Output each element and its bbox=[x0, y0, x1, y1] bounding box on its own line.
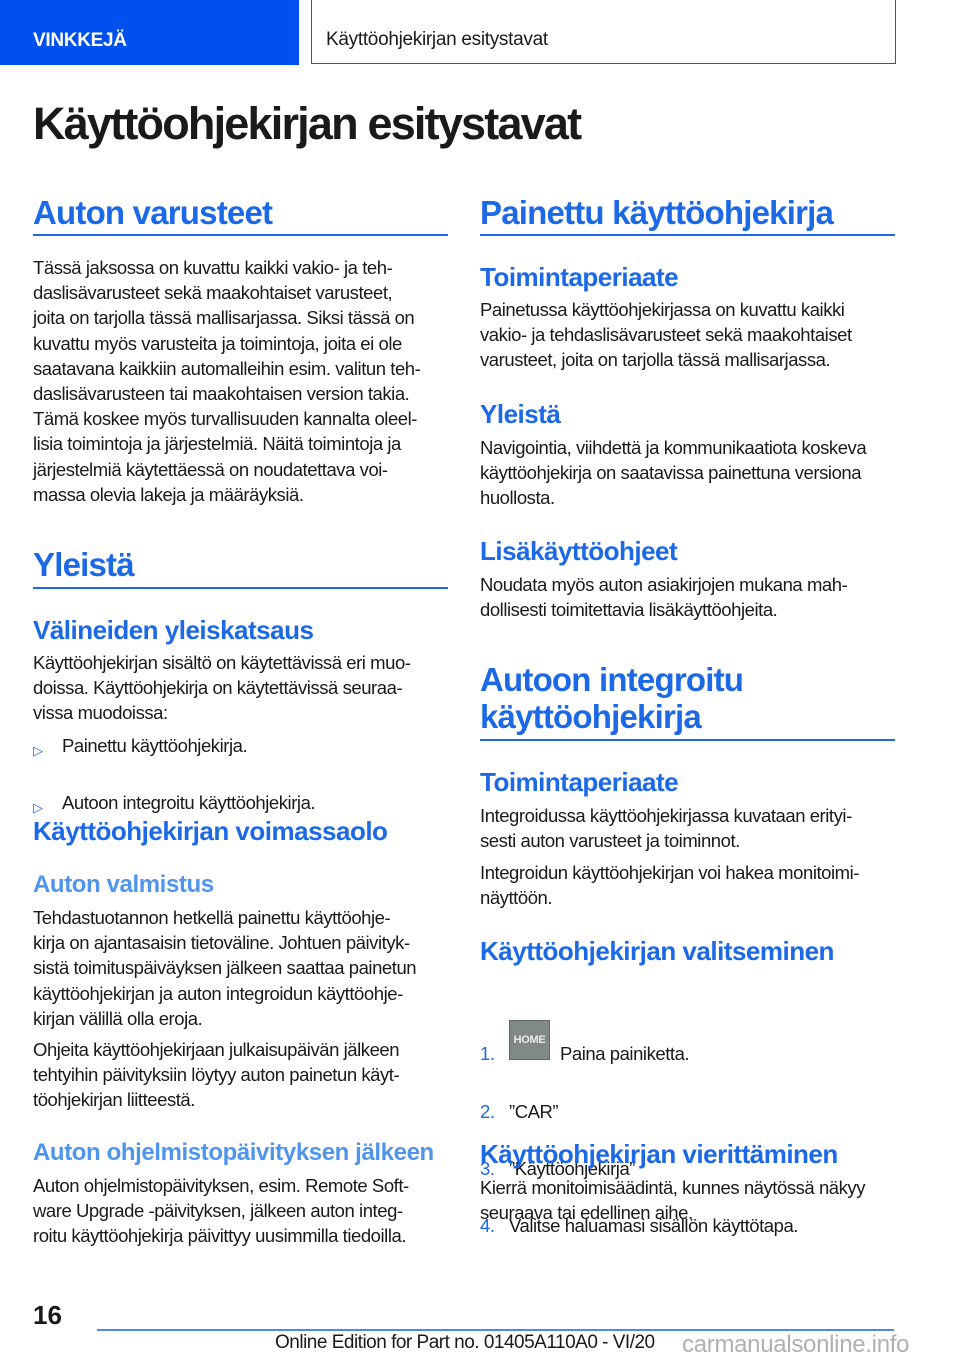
paragraph: Auton ohjelmistopäivityksen, esim. Remot… bbox=[33, 1175, 409, 1247]
heading-yleista-2: Yleistä bbox=[480, 399, 561, 429]
footer-divider bbox=[97, 1329, 894, 1331]
heading-auton-varusteet: Auton varusteet bbox=[33, 194, 273, 231]
heading-voimassaolo: Käyttöohjekirjan voimassaolo bbox=[33, 816, 388, 846]
list-item-text: Painettu käyttöohjekirja. bbox=[62, 735, 248, 756]
divider bbox=[480, 739, 895, 741]
heading-valitseminen: Käyttöohjekirjan valitseminen bbox=[480, 936, 834, 966]
step-text: Valitse haluamasi sisällön käyttötapa. bbox=[509, 1215, 798, 1237]
step-text: ”CAR” bbox=[509, 1100, 559, 1122]
triangle-bullet-icon: ▷ bbox=[33, 743, 43, 758]
heading-valineiden-yleiskatsaus: Välineiden yleiskatsaus bbox=[33, 615, 314, 645]
heading-toimintaperiaate: Toimintaperiaate bbox=[480, 262, 679, 292]
page-title: Käyttöohjekirjan esitystavat bbox=[33, 98, 582, 149]
home-button-icon: HOME bbox=[509, 1019, 550, 1060]
step-text: Paina painiketta. bbox=[560, 1043, 690, 1065]
chapter-tab: Käyttöohjekirjan esitystavat bbox=[311, 0, 896, 64]
page-number: 16 bbox=[33, 1300, 62, 1330]
heading-toimintaperiaate-2: Toimintaperiaate bbox=[480, 767, 679, 797]
paragraph: Kierrä monitoimisäädintä, kunnes näytöss… bbox=[480, 1177, 866, 1224]
step: 2. ”CAR” bbox=[480, 1099, 960, 1124]
list-item-text: Autoon integroitu käyttöohjekirja. bbox=[62, 792, 316, 814]
paragraph: Tässä jaksossa on kuvattu kaikki vakio- … bbox=[33, 257, 421, 505]
section-tab: VINKKEJÄ bbox=[0, 0, 299, 65]
step: 3. ”Käyttöohjekirja” bbox=[480, 1156, 960, 1181]
heading-auton-valmistus: Auton valmistus bbox=[33, 871, 214, 898]
paragraph: Käyttöohjekirjan sisältö on käytettäviss… bbox=[33, 652, 411, 724]
divider bbox=[33, 587, 448, 589]
heading-yleista: Yleistä bbox=[33, 546, 135, 583]
heading-vierittaminen: Käyttöohjekirjan vierittäminen bbox=[480, 1139, 838, 1169]
heading-autoon-integroitu: Autoon integroitu käyttöohjekirja bbox=[480, 661, 744, 735]
paragraph: Integroidussa käyttöohjekirjassa kuvataa… bbox=[480, 805, 852, 852]
paragraph: Painetussa käyttöohjekirjassa on kuvattu… bbox=[480, 299, 852, 371]
triangle-bullet-icon: ▷ bbox=[33, 800, 43, 816]
paragraph: Tehdastuotannon hetkellä painettu käyttö… bbox=[33, 907, 417, 1029]
step-number: 4. bbox=[480, 1215, 495, 1237]
step: 4. Valitse haluamasi sisällön käyttötapa. bbox=[480, 1213, 960, 1238]
section-label: VINKKEJÄ bbox=[33, 30, 127, 51]
step: 1. HOME Paina painiketta. bbox=[480, 1019, 960, 1066]
paragraph: Ohjeita käyttöohjekirjaan julkaisupäivän… bbox=[33, 1039, 400, 1111]
chapter-label: Käyttöohjekirjan esitystavat bbox=[326, 29, 548, 50]
heading-ohjelmistopaivitys: Auton ohjelmistopäivityksen jälkeen bbox=[33, 1139, 434, 1166]
step-text: ”Käyttöohjekirja” bbox=[509, 1157, 636, 1179]
edition-text: Online Edition for Part no. 01405A110A0 … bbox=[275, 1332, 655, 1353]
paragraph: Integroidun käyttöohjekirjan voi hakea m… bbox=[480, 862, 859, 909]
divider bbox=[480, 234, 895, 236]
step-number: 2. bbox=[480, 1100, 495, 1122]
paragraph: Navigointia, viihdettä ja kommunikaatiot… bbox=[480, 437, 867, 509]
paragraph: Noudata myös auton asiakirjojen mukana m… bbox=[480, 574, 848, 621]
heading-lisakayttoohjeet: Lisäkäyttöohjeet bbox=[480, 536, 678, 566]
watermark: carmanualsonline.info bbox=[682, 1331, 910, 1358]
heading-painettu: Painettu käyttöohjekirja bbox=[480, 194, 834, 231]
divider bbox=[33, 234, 448, 236]
step-number: 3. bbox=[480, 1157, 495, 1179]
step-number: 1. bbox=[480, 1043, 495, 1065]
list-item: ▷ Painettu käyttöohjekirja. bbox=[33, 733, 960, 758]
list-item: ▷ Autoon integroitu käyttöohjekirja. bbox=[33, 790, 960, 815]
